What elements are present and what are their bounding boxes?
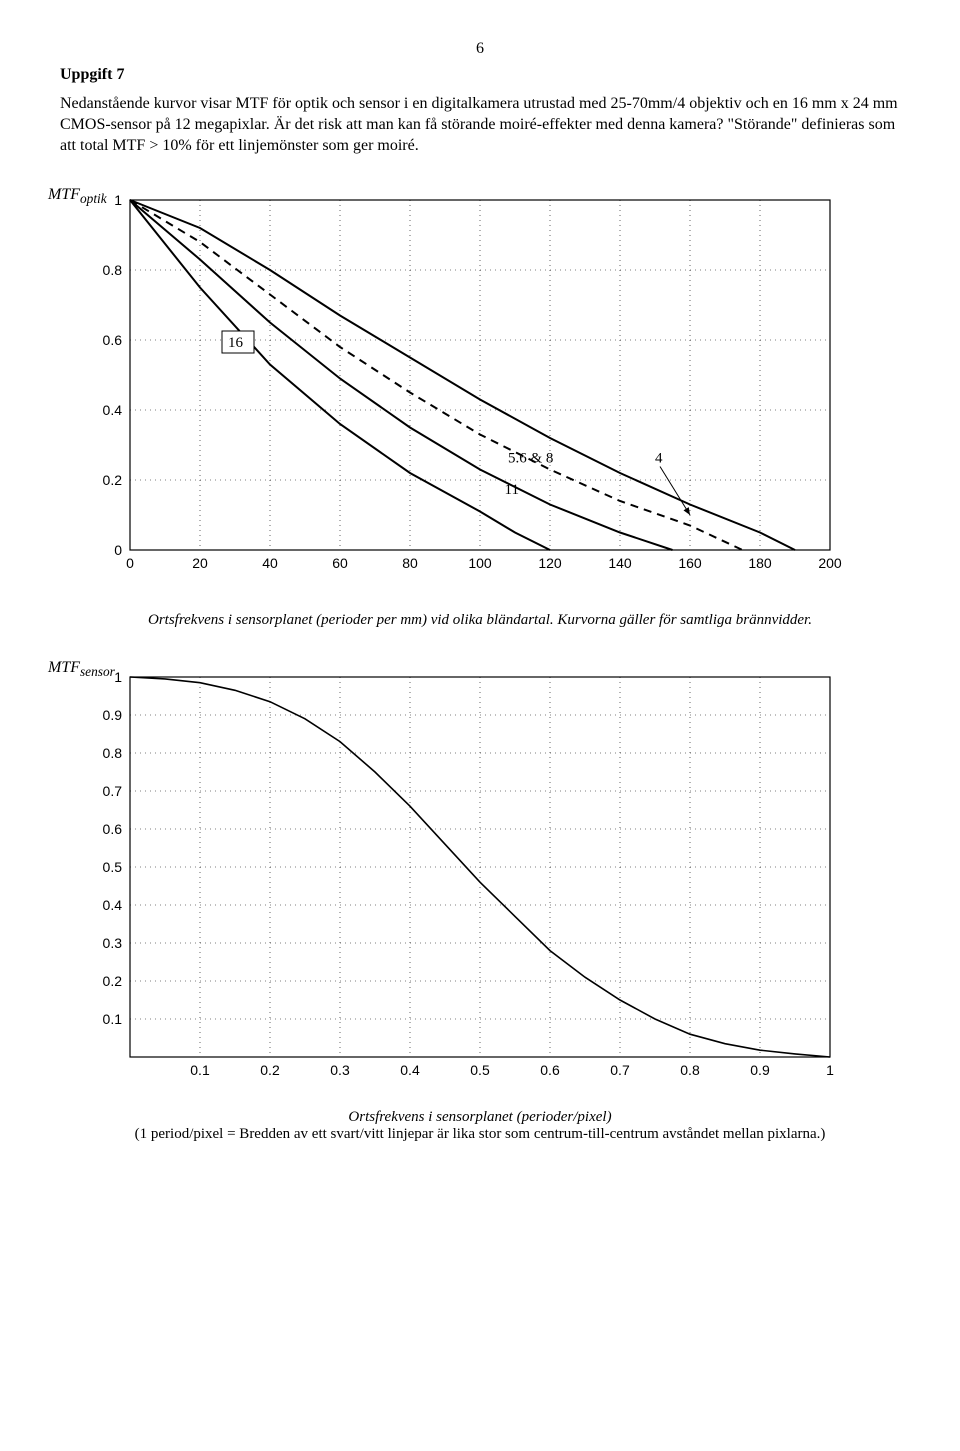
svg-text:0.3: 0.3	[330, 1062, 350, 1078]
svg-text:0: 0	[114, 542, 122, 558]
svg-text:0.1: 0.1	[190, 1062, 210, 1078]
svg-text:0.2: 0.2	[103, 472, 123, 488]
svg-text:200: 200	[818, 555, 842, 571]
chart2-caption-l1: Ortsfrekvens i sensorplanet (perioder/pi…	[348, 1109, 611, 1125]
svg-text:0.2: 0.2	[103, 973, 123, 989]
svg-text:11: 11	[505, 482, 519, 498]
svg-text:0.6: 0.6	[103, 821, 123, 837]
svg-text:1: 1	[826, 1062, 834, 1078]
svg-text:0.4: 0.4	[400, 1062, 420, 1078]
svg-text:0.8: 0.8	[680, 1062, 700, 1078]
svg-text:0.7: 0.7	[610, 1062, 630, 1078]
svg-text:0.5: 0.5	[470, 1062, 490, 1078]
svg-text:60: 60	[332, 555, 348, 571]
svg-text:0.4: 0.4	[103, 897, 123, 913]
svg-text:0.9: 0.9	[103, 707, 123, 723]
svg-text:180: 180	[748, 555, 772, 571]
svg-text:0: 0	[126, 555, 134, 571]
svg-text:16: 16	[228, 335, 244, 351]
svg-text:80: 80	[402, 555, 418, 571]
chart2-svg: 0.1 0.2 0.3 0.4 0.5 0.6 0.7 0.8 0.9 1 0.1 0.2 0.3 0.4…	[60, 657, 860, 1097]
svg-text:0.9: 0.9	[750, 1062, 770, 1078]
svg-text:0.6: 0.6	[103, 332, 123, 348]
svg-text:20: 20	[192, 555, 208, 571]
svg-text:0.6: 0.6	[540, 1062, 560, 1078]
svg-text:1: 1	[114, 669, 122, 685]
chart-mtf-sensor: MTFsensor 0.10.20.30.40.50.60.70.80.910.…	[60, 657, 900, 1097]
chart1-ylabel: MTFoptik	[48, 186, 107, 207]
task-heading: Uppgift 7	[60, 66, 900, 84]
svg-text:40: 40	[262, 555, 278, 571]
chart1-caption: Ortsfrekvens i sensorplanet (perioder pe…	[60, 612, 900, 629]
svg-text:0.1: 0.1	[103, 1011, 123, 1027]
page-number: 6	[60, 40, 900, 58]
svg-text:160: 160	[678, 555, 702, 571]
chart2-caption: Ortsfrekvens i sensorplanet (perioder/pi…	[60, 1109, 900, 1143]
svg-text:4: 4	[655, 451, 663, 467]
svg-text:0.3: 0.3	[103, 935, 123, 951]
svg-text:0.2: 0.2	[260, 1062, 280, 1078]
svg-text:0.4: 0.4	[103, 402, 123, 418]
svg-text:0.8: 0.8	[103, 745, 123, 761]
body-text: Nedanstående kurvor visar MTF för optik …	[60, 94, 900, 156]
svg-text:120: 120	[538, 555, 562, 571]
chart2-caption-l2: (1 period/pixel = Bredden av ett svart/v…	[135, 1126, 826, 1142]
svg-text:100: 100	[468, 555, 492, 571]
svg-text:0.8: 0.8	[103, 262, 123, 278]
svg-text:140: 140	[608, 555, 632, 571]
svg-text:5.6 & 8: 5.6 & 8	[508, 451, 553, 467]
chart1-svg: 0 20 40 60 80 100 120 140 160 180 200 0 0.2 0.4 0.6 0.8…	[60, 180, 860, 600]
svg-text:1: 1	[114, 192, 122, 208]
chart-mtf-optik: MTFoptik 02040608010012014016018020000.2…	[60, 180, 900, 600]
svg-text:0.7: 0.7	[103, 783, 123, 799]
svg-text:0.5: 0.5	[103, 859, 123, 875]
chart2-ylabel: MTFsensor	[48, 659, 115, 680]
